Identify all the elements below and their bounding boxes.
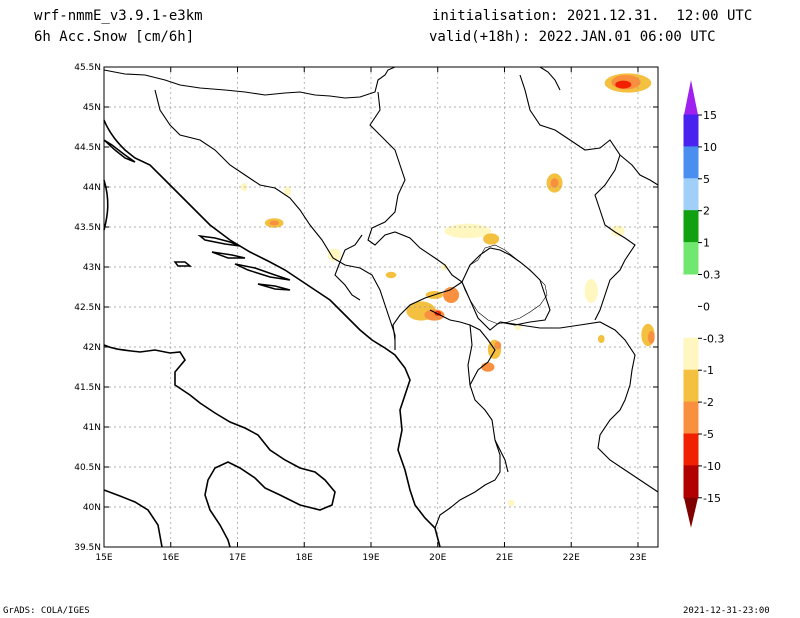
colorbar-top-arrow [684, 80, 698, 115]
lon-label: 22E [563, 553, 580, 563]
colorbar-label: 15 [703, 109, 717, 122]
kosovo-border [461, 244, 548, 325]
lon-label: 20E [429, 553, 446, 563]
colorbar-segment [683, 178, 699, 212]
snow-patch-18 [494, 341, 502, 350]
lon-label: 15E [95, 553, 112, 563]
colorbar-segment [683, 242, 699, 276]
colorbar-segment [683, 337, 699, 371]
coastline [103, 119, 441, 548]
snow-patch-12 [424, 309, 445, 321]
colorbar-label: -5 [703, 428, 714, 441]
lat-label: 43N [83, 263, 101, 273]
snow-patch-2 [615, 80, 632, 89]
colorbar-segment [684, 274, 698, 307]
colorbar-label: 0 [703, 300, 710, 313]
lat-label: 45N [83, 103, 101, 113]
valid-time: valid(+18h): 2022.JAN.01 06:00 UTC [429, 29, 716, 45]
lat-label: 40N [83, 503, 101, 513]
snow-patch-7 [444, 223, 492, 239]
colorbar-label: 0.3 [703, 269, 721, 282]
snow-patch-17 [481, 362, 495, 372]
grads-credit: GrADS: COLA/IGES [3, 606, 90, 616]
snow-patch-9 [327, 248, 341, 262]
snow-patch-22 [597, 335, 605, 343]
graticule [104, 67, 658, 547]
snow-patch-4 [550, 178, 559, 188]
snow-patch-20 [647, 331, 655, 344]
national-borders [103, 66, 659, 529]
colorbar-label: -1 [703, 364, 714, 377]
lat-label: 44.5N [74, 143, 101, 153]
lat-label: 42.5N [74, 303, 101, 313]
colorbar-segment [683, 210, 699, 244]
init-time: initialisation: 2021.12.31. 12:00 UTC [432, 8, 753, 24]
colorbar-segment [683, 433, 699, 467]
colorbar-segment [683, 146, 699, 180]
lat-label: 41N [83, 423, 101, 433]
model-title: wrf-nmmE_v3.9.1-e3km [34, 8, 203, 24]
colorbar-label: -10 [703, 460, 721, 473]
run-timestamp: 2021-12-31-23:00 [683, 606, 770, 616]
colorbar-label: 5 [703, 173, 710, 186]
snow-patch-26 [284, 186, 291, 196]
lat-label: 45.5N [74, 63, 101, 73]
lon-label: 19E [362, 553, 379, 563]
colorbar-bottom-arrow [684, 497, 698, 528]
snow-patch-6 [269, 220, 279, 226]
snow-patch-28 [507, 499, 515, 507]
colorbar-segment [683, 465, 699, 499]
colorbar-label: -0.3 [703, 332, 724, 345]
colorbar-segment [684, 306, 698, 339]
lat-label: 39.5N [74, 543, 101, 553]
colorbar-label: 2 [703, 205, 710, 218]
snow-patch-21 [584, 279, 598, 303]
lon-label: 18E [296, 553, 313, 563]
colorbar-label: -2 [703, 396, 714, 409]
colorbar-segment [683, 401, 699, 435]
colorbar-segment [683, 114, 699, 148]
lon-label: 17E [229, 553, 246, 563]
lon-label: 21E [496, 553, 513, 563]
dalmatian-islands [103, 139, 291, 291]
colorbar: 15 10 5 2 1 0.3 0 -0.3 -1 -2 -5 -10 -15 [683, 80, 724, 528]
snow-patch-10 [385, 271, 397, 279]
lat-label: 44N [83, 183, 101, 193]
snow-patch-24 [611, 225, 625, 237]
lon-label: 23E [629, 553, 646, 563]
lat-label: 42N [83, 343, 101, 353]
axis-ticks: 15E 16E 17E 18E 19E 20E 21E 22E 23E 45.5N 45N 44.5N… [74, 63, 658, 563]
colorbar-label: 1 [703, 237, 710, 250]
colorbar-label: 10 [703, 141, 717, 154]
colorbar-label: -15 [703, 492, 721, 505]
snow-patch-8 [483, 233, 500, 245]
colorbar-segment [683, 369, 699, 403]
lat-label: 40.5N [74, 463, 101, 473]
lon-label: 16E [162, 553, 179, 563]
lat-label: 41.5N [74, 383, 101, 393]
lat-label: 43.5N [74, 223, 101, 233]
field-title: 6h Acc.Snow [cm/6h] [34, 29, 195, 45]
